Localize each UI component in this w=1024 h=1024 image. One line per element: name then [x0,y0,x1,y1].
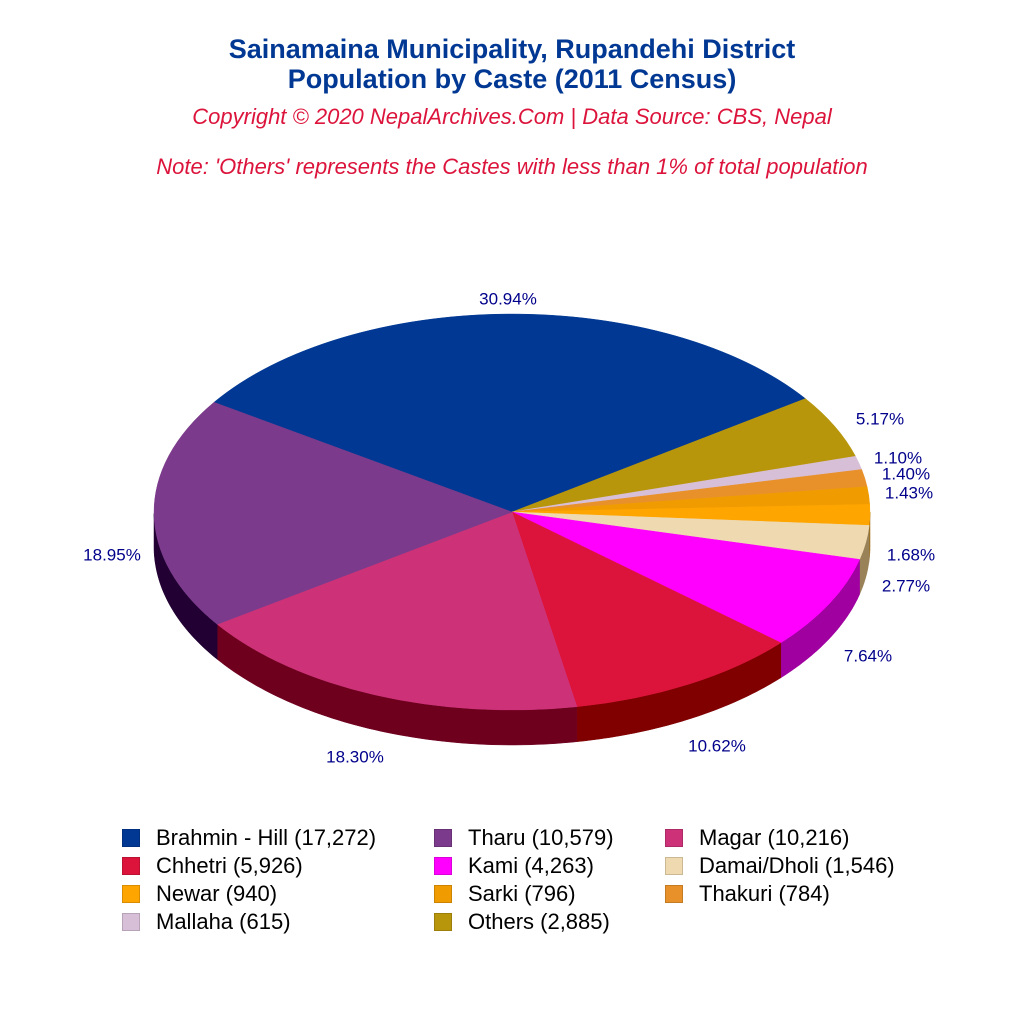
chart-title-line2: Population by Caste (2011 Census) [287,64,737,94]
legend-swatch [122,912,140,931]
legend-swatch [434,912,452,931]
pie-slice-brahmin-hill [213,313,806,513]
legend-item: Chhetri (5,926) [122,852,434,879]
legend-label: Kami (4,263) [468,852,594,878]
legend-item: Others (2,885) [434,908,665,935]
slice-percent-label: 1.43% [885,483,933,502]
slice-percent-label: 30.94% [479,289,537,308]
legend-swatch [434,856,452,875]
pie-slice-kami [511,511,860,644]
slice-percent-label: 1.40% [882,464,930,483]
legend-item: Kami (4,263) [434,852,665,879]
legend-swatch [122,828,140,847]
slice-percent-label: 10.62% [688,736,746,755]
legend-label: Damai/Dholi (1,546) [699,852,895,878]
pie-slices [153,313,871,711]
legend-label: Others (2,885) [468,908,610,934]
legend-label: Mallaha (615) [156,908,291,934]
note-text: Note: 'Others' represents the Castes wit… [156,154,868,179]
pie-slice-tharu [153,402,513,625]
slice-percent-label: 1.68% [887,545,935,564]
pie-slice-chhetri [511,511,782,707]
legend-label: Sarki (796) [468,880,576,906]
legend-item: Mallaha (615) [122,908,434,935]
legend-swatch [122,856,140,875]
slice-percent-label: 7.64% [844,646,892,665]
chart-title-line1: Sainamaina Municipality, Rupandehi Distr… [228,34,796,64]
legend-swatch [665,884,683,903]
legend-label: Magar (10,216) [699,824,850,850]
slice-percent-label: 18.30% [326,747,384,766]
slice-percent-label: 5.17% [856,409,904,428]
slice-percent-label: 1.10% [874,448,922,467]
slice-percent-label: 2.77% [882,576,930,595]
legend-swatch [434,828,452,847]
legend-label: Newar (940) [156,880,278,906]
legend-item: Tharu (10,579) [434,824,665,851]
legend-label: Thakuri (784) [699,880,830,906]
slice-percent-label: 18.95% [83,545,141,564]
legend-label: Chhetri (5,926) [156,852,303,878]
copyright-text: Copyright © 2020 NepalArchives.Com | Dat… [192,104,832,129]
legend-label: Brahmin - Hill (17,272) [156,824,377,850]
legend-swatch [122,884,140,903]
legend-swatch [434,884,452,903]
legend: Brahmin - Hill (17,272) Tharu (10,579) M… [122,824,925,935]
pie-labels: 30.94% 5.17% 1.10%1.40%1.43% 1.68% 2.77% 7.64… [83,289,935,766]
legend-item: Thakuri (784) [665,880,925,907]
legend-item: Brahmin - Hill (17,272) [122,824,434,851]
legend-item: Sarki (796) [434,880,665,907]
legend-swatch [665,856,683,875]
legend-label: Tharu (10,579) [468,824,614,850]
legend-item: Magar (10,216) [665,824,925,851]
pie-slice-magar [216,511,578,711]
legend-item: Damai/Dholi (1,546) [665,852,925,879]
legend-swatch [665,828,683,847]
legend-item: Newar (940) [122,880,434,907]
